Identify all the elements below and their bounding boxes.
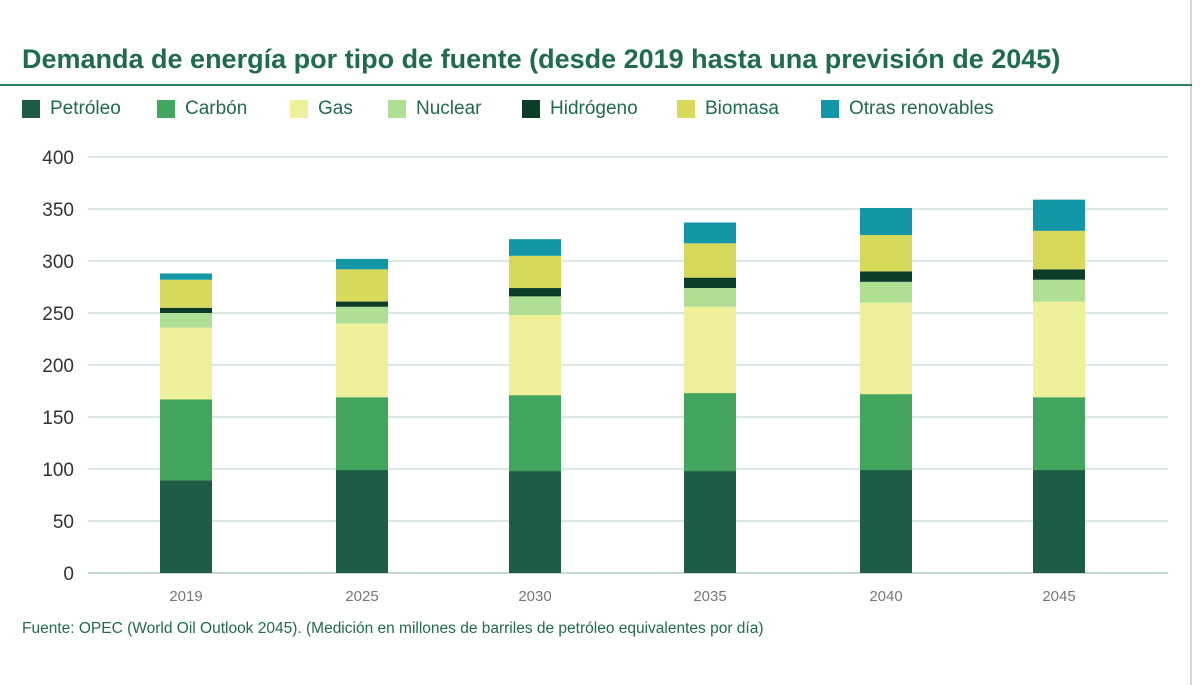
bar-2019-nuclear: [160, 313, 212, 328]
bar-stack-2035: [684, 222, 736, 573]
y-tick-label-350: 350: [42, 200, 74, 221]
bar-2040-biomasa: [860, 235, 912, 272]
bar-2045-otras-renovables: [1033, 199, 1085, 231]
x-tick-label-2030: 2030: [518, 588, 551, 605]
legend-swatch-gas: [290, 100, 308, 118]
bar-2045-nuclear: [1033, 279, 1085, 302]
x-tick-label-2025: 2025: [345, 588, 378, 605]
y-tick-label-150: 150: [42, 408, 74, 429]
bar-2025-biomasa: [336, 269, 388, 302]
bar-stack-2030: [509, 239, 561, 573]
legend-label-hidrogeno: Hidrógeno: [550, 98, 638, 119]
bar-2030-petroleo: [509, 471, 561, 573]
x-tick-label-2035: 2035: [693, 588, 726, 605]
y-tick-label-50: 50: [53, 512, 74, 533]
legend-item-hidrogeno: Hidrógeno: [522, 98, 638, 120]
legend-swatch-carbon: [157, 100, 175, 118]
bar-2035-petroleo: [684, 471, 736, 573]
legend-item-carbon: Carbón: [157, 98, 247, 120]
y-tick-label-0: 0: [63, 564, 74, 585]
y-tick-label-100: 100: [42, 460, 74, 481]
bar-2040-gas: [860, 302, 912, 395]
x-tick-label-2040: 2040: [869, 588, 902, 605]
legend-item-biomasa: Biomasa: [677, 98, 779, 120]
bar-2045-biomasa: [1033, 230, 1085, 270]
legend-label-petroleo: Petróleo: [50, 98, 121, 119]
y-tick-label-300: 300: [42, 252, 74, 273]
bar-2040-otras-renovables: [860, 207, 912, 235]
legend-item-nuclear: Nuclear: [388, 98, 481, 120]
legend-item-petroleo: Petróleo: [22, 98, 121, 120]
y-tick-label-200: 200: [42, 356, 74, 377]
bar-2045-petroleo: [1033, 470, 1085, 573]
y-tick-label-400: 400: [42, 148, 74, 169]
legend-item-otras-renovables: Otras renovables: [821, 98, 994, 120]
bar-2030-gas: [509, 315, 561, 396]
bar-2035-nuclear: [684, 288, 736, 307]
bar-2030-nuclear: [509, 296, 561, 316]
bar-2040-nuclear: [860, 281, 912, 303]
x-tick-label-2045: 2045: [1042, 588, 1075, 605]
bar-2035-gas: [684, 306, 736, 394]
bar-2030-carbon: [509, 395, 561, 472]
legend-swatch-biomasa: [677, 100, 695, 118]
legend-swatch-petroleo: [22, 100, 40, 118]
bar-2040-petroleo: [860, 470, 912, 573]
bars: [160, 199, 1085, 573]
bar-2030-otras-renovables: [509, 239, 561, 256]
bar-stack-2025: [336, 258, 388, 573]
chart-title: Demanda de energía por tipo de fuente (d…: [22, 44, 1061, 74]
bar-2035-biomasa: [684, 243, 736, 278]
bar-2035-otras-renovables: [684, 222, 736, 244]
bar-2040-carbon: [860, 394, 912, 471]
bar-stack-2019: [160, 273, 212, 573]
bar-2045-hidrogeno: [1033, 269, 1085, 280]
y-axis: 0 50 100 150 200 250 300 350 400: [42, 148, 74, 585]
legend-swatch-hidrogeno: [522, 100, 540, 118]
legend-label-biomasa: Biomasa: [705, 98, 779, 119]
bar-2040-hidrogeno: [860, 271, 912, 282]
y-tick-label-250: 250: [42, 304, 74, 325]
legend-label-gas: Gas: [318, 98, 353, 119]
bar-2019-hidrogeno: [160, 307, 212, 313]
stacked-bar-chart: 0 50 100 150 200 250 300 350 400 2019 2025 2030 203…: [42, 148, 1168, 605]
bar-2019-carbon: [160, 399, 212, 481]
bar-2030-biomasa: [509, 255, 561, 289]
legend-label-otras-renovables: Otras renovables: [849, 98, 994, 119]
legend-label-carbon: Carbón: [185, 98, 248, 119]
bar-2030-hidrogeno: [509, 288, 561, 297]
bar-2025-hidrogeno: [336, 301, 388, 307]
bar-stack-2045: [1033, 199, 1085, 573]
bar-2019-biomasa: [160, 279, 212, 308]
bar-stack-2040: [860, 207, 912, 573]
bar-2025-petroleo: [336, 470, 388, 573]
bar-2019-gas: [160, 327, 212, 400]
bar-2025-otras-renovables: [336, 258, 388, 270]
bar-2035-hidrogeno: [684, 277, 736, 289]
bar-2025-carbon: [336, 397, 388, 471]
bar-2025-nuclear: [336, 306, 388, 324]
gridlines: [88, 156, 1168, 574]
x-tick-label-2019: 2019: [169, 588, 202, 605]
legend-item-gas: Gas: [290, 98, 353, 120]
bar-2025-gas: [336, 323, 388, 398]
bar-2019-petroleo: [160, 480, 212, 573]
source-note: Fuente: OPEC (World Oil Outlook 2045). (…: [22, 620, 764, 637]
bar-2019-otras-renovables: [160, 273, 212, 280]
legend-swatch-otras-renovables: [821, 100, 839, 118]
bar-2045-gas: [1033, 301, 1085, 398]
bar-2035-carbon: [684, 393, 736, 472]
x-axis: 2019 2025 2030 2035 2040 2045: [169, 588, 1075, 605]
legend-swatch-nuclear: [388, 100, 406, 118]
title-divider: [0, 84, 1192, 86]
bar-2045-carbon: [1033, 397, 1085, 471]
legend-label-nuclear: Nuclear: [416, 98, 482, 119]
